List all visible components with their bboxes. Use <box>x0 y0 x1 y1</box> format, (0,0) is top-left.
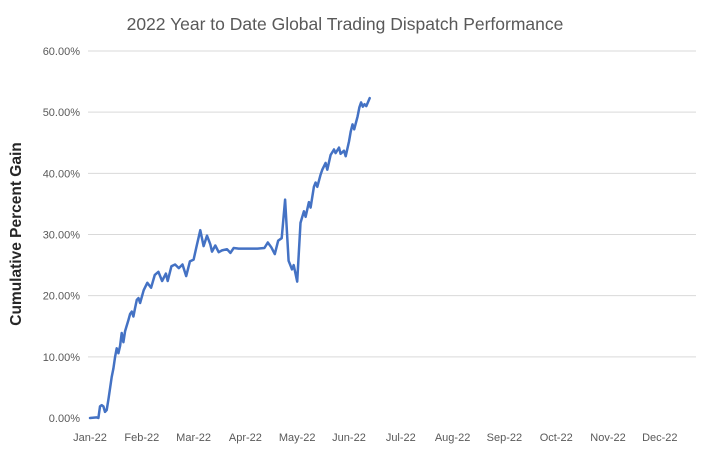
x-tick-label: Jun-22 <box>332 432 366 444</box>
x-tick-label: Oct-22 <box>540 432 573 444</box>
y-tick-label: 60.00% <box>43 46 81 58</box>
gridlines <box>88 50 696 358</box>
y-tick-label: 10.00% <box>43 352 81 364</box>
x-tick-label: Jul-22 <box>386 432 416 444</box>
x-tick-label: Feb-22 <box>124 432 159 444</box>
y-tick-label: 0.00% <box>49 413 80 425</box>
x-tick-label: Aug-22 <box>435 432 470 444</box>
y-tick-label: 50.00% <box>43 107 81 119</box>
x-tick-label: Nov-22 <box>590 432 625 444</box>
y-axis-title: Cumulative Percent Gain <box>8 142 25 325</box>
y-tick-label: 20.00% <box>43 291 81 303</box>
x-tick-label: May-22 <box>279 432 316 444</box>
x-axis-tick-labels: Jan-22 Feb-22 Mar-22 Apr-22 May-22 Jun-22 Jul-… <box>73 432 677 444</box>
y-axis-tick-labels: 0.00% 10.00% 20.00% 30.00% 40.00% 50.00% 60.00… <box>43 46 81 425</box>
x-tick-label: Dec-22 <box>642 432 677 444</box>
performance-line <box>88 96 371 420</box>
y-tick-label: 40.00% <box>43 168 81 180</box>
y-tick-label: 30.00% <box>43 230 81 242</box>
chart-title: 2022 Year to Date Global Trading Dispatc… <box>127 14 564 34</box>
x-tick-label: Jan-22 <box>73 432 107 444</box>
x-tick-label: Apr-22 <box>229 432 262 444</box>
x-tick-label: Mar-22 <box>176 432 211 444</box>
x-tick-label: Sep-22 <box>487 432 522 444</box>
